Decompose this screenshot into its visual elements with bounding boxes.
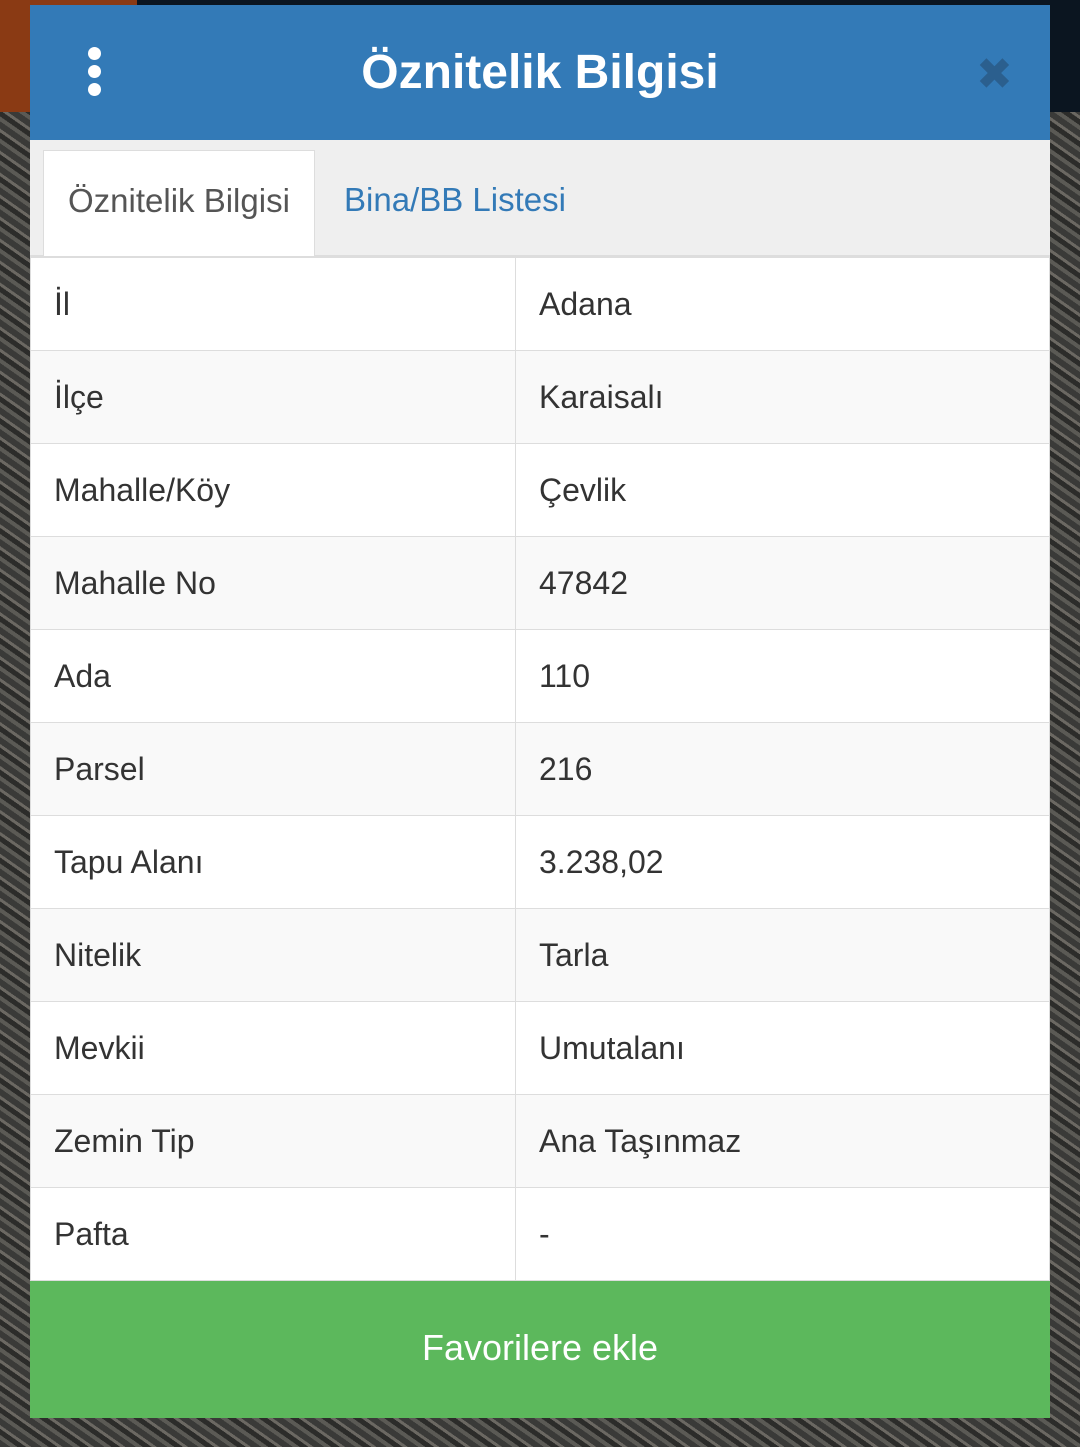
kebab-menu-icon[interactable] <box>88 47 104 97</box>
add-to-favorites-button[interactable]: Favorilere ekle <box>30 1281 1050 1418</box>
table-row: Ada 110 <box>30 629 1050 723</box>
attribute-value: Umutalanı <box>515 1001 1050 1095</box>
attribute-value: - <box>515 1187 1050 1281</box>
attribute-value: Çevlik <box>515 443 1050 537</box>
attribute-value: 47842 <box>515 536 1050 630</box>
table-row: Parsel 216 <box>30 722 1050 816</box>
modal-header: Öznitelik Bilgisi ✖ <box>30 5 1050 140</box>
table-row: İlçe Karaisalı <box>30 350 1050 444</box>
table-row: Mahalle No 47842 <box>30 536 1050 630</box>
attribute-key: Parsel <box>30 722 516 816</box>
attribute-value: Tarla <box>515 908 1050 1002</box>
attribute-key: Pafta <box>30 1187 516 1281</box>
table-row: Tapu Alanı 3.238,02 <box>30 815 1050 909</box>
attribute-key: İl <box>30 257 516 351</box>
table-row: İl Adana <box>30 257 1050 351</box>
attribute-info-modal: Öznitelik Bilgisi ✖ Öznitelik Bilgisi Bi… <box>30 5 1050 1418</box>
close-icon[interactable]: ✖ <box>976 50 1013 99</box>
attribute-value: 216 <box>515 722 1050 816</box>
attribute-value: Karaisalı <box>515 350 1050 444</box>
tab-bar: Öznitelik Bilgisi Bina/BB Listesi <box>30 140 1050 257</box>
attribute-key: Zemin Tip <box>30 1094 516 1188</box>
tab-attribute-info[interactable]: Öznitelik Bilgisi <box>43 150 315 256</box>
attribute-key: Mahalle/Köy <box>30 443 516 537</box>
attribute-value: 110 <box>515 629 1050 723</box>
attribute-key: Nitelik <box>30 908 516 1002</box>
attribute-table: İl Adana İlçe Karaisalı Mahalle/Köy Çevlik Mah… <box>30 257 1050 1281</box>
attribute-value: Ana Taşınmaz <box>515 1094 1050 1188</box>
modal-title: Öznitelik Bilgisi <box>361 46 719 99</box>
table-row: Zemin Tip Ana Taşınmaz <box>30 1094 1050 1188</box>
table-row: Mevkii Umutalanı <box>30 1001 1050 1095</box>
attribute-key: Tapu Alanı <box>30 815 516 909</box>
table-row: Nitelik Tarla <box>30 908 1050 1002</box>
tab-building-list[interactable]: Bina/BB Listesi <box>344 181 566 218</box>
attribute-value: Adana <box>515 257 1050 351</box>
table-row: Mahalle/Köy Çevlik <box>30 443 1050 537</box>
attribute-key: Ada <box>30 629 516 723</box>
attribute-key: Mevkii <box>30 1001 516 1095</box>
table-row: Pafta - <box>30 1187 1050 1281</box>
attribute-key: Mahalle No <box>30 536 516 630</box>
attribute-key: İlçe <box>30 350 516 444</box>
attribute-value: 3.238,02 <box>515 815 1050 909</box>
